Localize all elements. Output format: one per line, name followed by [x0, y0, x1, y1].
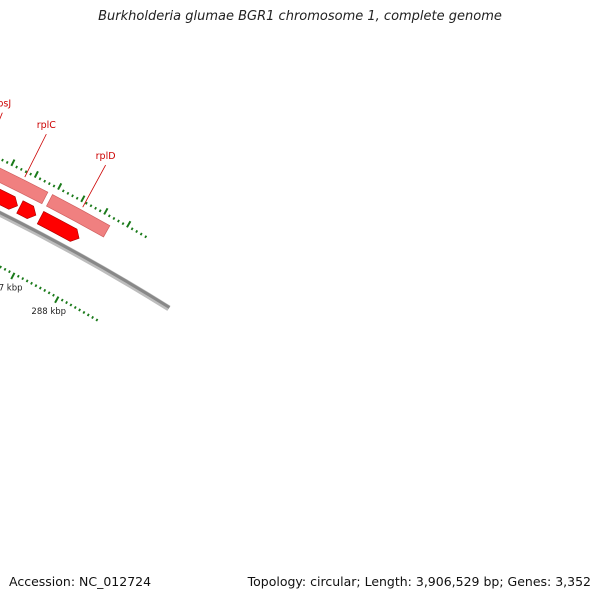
outer-minor-tick — [29, 172, 33, 176]
inner-minor-tick — [38, 286, 42, 290]
label-leader — [0, 112, 3, 120]
gene-labels: bglu_1g02520rpsLbglu_1g02540bglu_1g02550… — [0, 99, 116, 208]
inner-minor-tick — [0, 265, 2, 269]
outer-minor-tick — [84, 201, 88, 205]
inner-minor-tick — [21, 277, 25, 281]
outer-minor-tick — [75, 196, 79, 200]
gene-block — [0, 167, 49, 205]
outer-minor-tick — [19, 167, 23, 171]
inner-minor-tick — [73, 305, 77, 310]
cds-track — [0, 188, 80, 242]
inner-minor-tick — [8, 270, 11, 274]
inner-minor-tick — [25, 279, 29, 283]
outer-minor-tick — [139, 232, 143, 236]
outer-minor-tick — [5, 160, 9, 164]
inner-minor-tick — [78, 308, 82, 312]
inner-minor-tick — [60, 298, 64, 302]
inner-minor-tick — [47, 291, 51, 295]
gene-label: rplC — [37, 120, 57, 131]
outer-tick-ring — [1, 158, 148, 239]
map-title: Burkholderia glumae BGR1 chromosome 1, c… — [98, 9, 502, 24]
outer-major-tick — [80, 195, 86, 203]
gene-track — [0, 167, 111, 238]
label-leader — [82, 164, 106, 208]
outer-minor-tick — [1, 158, 4, 162]
outer-major-tick — [103, 207, 109, 215]
outer-minor-tick — [144, 235, 148, 239]
outer-minor-tick — [47, 182, 51, 186]
inner-minor-tick — [82, 310, 86, 314]
outer-minor-tick — [61, 189, 65, 193]
outer-major-tick — [126, 220, 132, 228]
inner-minor-tick — [3, 267, 7, 271]
gene-label: rpsJ — [0, 99, 11, 110]
outer-minor-tick — [94, 206, 97, 210]
inner-minor-tick — [65, 301, 68, 305]
outer-minor-tick — [52, 184, 56, 188]
cds-arrow — [0, 188, 18, 210]
outer-minor-tick — [89, 204, 93, 208]
cds-arrow — [16, 200, 37, 219]
inner-scale-ring: 279 kbp280 kbp281 kbp282 kbp283 kbp284 k… — [0, 265, 99, 322]
inner-minor-tick — [34, 284, 38, 288]
inner-minor-tick — [30, 281, 33, 285]
outer-major-tick — [10, 159, 16, 167]
inner-minor-tick — [86, 313, 90, 317]
inner-minor-tick — [43, 288, 47, 292]
outer-minor-tick — [117, 219, 120, 223]
label-leader — [24, 133, 47, 178]
outer-minor-tick — [130, 227, 134, 231]
outer-minor-tick — [24, 170, 28, 174]
outer-minor-tick — [66, 191, 70, 195]
inner-minor-tick — [91, 315, 94, 319]
outer-major-tick — [57, 182, 63, 191]
outer-minor-tick — [112, 216, 116, 220]
accession-text: Accession: NC_012724 — [9, 574, 152, 589]
outer-minor-tick — [135, 229, 139, 233]
outer-minor-tick — [15, 165, 18, 169]
outer-minor-tick — [107, 214, 111, 218]
inner-major-tick — [10, 272, 16, 280]
inner-minor-tick — [52, 293, 55, 297]
outer-minor-tick — [98, 209, 102, 213]
outer-minor-tick — [121, 222, 125, 226]
inner-minor-tick — [69, 303, 73, 307]
scale-label: 288 kbp — [31, 307, 66, 317]
outer-major-tick — [33, 170, 39, 179]
backbone-line — [0, 211, 171, 309]
backbone-track — [0, 210, 171, 311]
inner-major-tick — [54, 296, 60, 304]
outer-minor-tick — [43, 179, 47, 183]
outer-minor-tick — [38, 177, 42, 181]
inner-minor-tick — [95, 318, 99, 322]
outer-minor-tick — [71, 194, 74, 198]
gene-block — [46, 194, 111, 238]
topology-text: Topology: circular; Length: 3,906,529 bp… — [247, 574, 591, 589]
scale-label: 287 kbp — [0, 284, 23, 294]
cds-arrow — [36, 211, 80, 242]
inner-minor-tick — [16, 274, 20, 278]
gene-label: rplD — [96, 151, 116, 162]
